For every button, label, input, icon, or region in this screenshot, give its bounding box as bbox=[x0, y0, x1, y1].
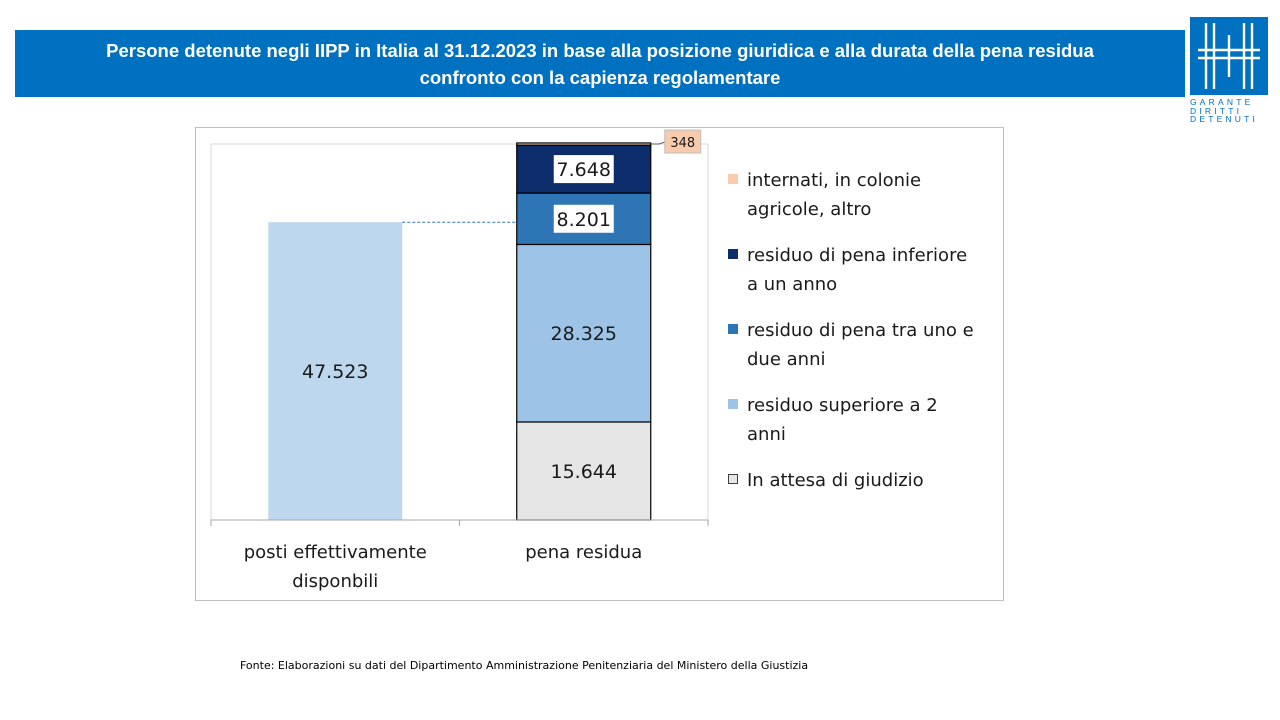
callout-box bbox=[664, 129, 702, 154]
legend-label-line: residuo di pena tra uno e bbox=[747, 320, 974, 341]
data-label-box bbox=[553, 204, 614, 233]
bar-segment bbox=[516, 421, 652, 521]
bar-segment bbox=[516, 142, 652, 146]
legend-label-line: residuo superiore a 2 bbox=[747, 395, 938, 416]
logo-text-line-3: DETENUTI bbox=[1190, 114, 1259, 124]
legend-label: residuo superiore a 2 anni bbox=[747, 391, 997, 449]
legend-label: residuo di pena inferiore a un anno bbox=[747, 241, 997, 299]
logo-bars-icon bbox=[1198, 23, 1260, 89]
legend-label-line: agricole, altro bbox=[747, 199, 872, 220]
logo-text-line-1: GARANTE bbox=[1190, 97, 1254, 107]
data-label: 7.648 bbox=[557, 159, 611, 181]
legend-label-line: residuo di pena inferiore bbox=[747, 245, 968, 266]
callout-leader bbox=[650, 141, 665, 145]
legend-swatch bbox=[728, 474, 738, 484]
legend-label-line: anni bbox=[747, 424, 786, 445]
logo-text-line-2: DIRITTI bbox=[1190, 105, 1243, 116]
x-tick-label: posti effettivamente bbox=[244, 542, 427, 563]
legend-label: In attesa di giudizio bbox=[747, 466, 997, 495]
capacity-bar bbox=[268, 222, 403, 520]
legend-swatch bbox=[728, 324, 738, 334]
capacity-value-label: 47.523 bbox=[302, 361, 368, 383]
title-bar: Persone detenute negli IIPP in Italia al… bbox=[15, 30, 1185, 97]
callout-label: 348 bbox=[670, 136, 695, 151]
logo-text: GARANTE DIRITTI DETENUTI bbox=[1190, 98, 1268, 124]
data-label: 8.201 bbox=[557, 209, 611, 231]
logo-emblem bbox=[1190, 17, 1268, 95]
chart-plot: 47.523 15.644 28.325 8.201 7.648 348 posti eff… bbox=[210, 129, 709, 592]
legend-swatch bbox=[728, 174, 738, 184]
title-line-2: confronto con la capienza regolamentare bbox=[419, 66, 781, 88]
legend-label: internati, in colonie agricole, altro bbox=[747, 166, 997, 224]
title-line-1: Persone detenute negli IIPP in Italia al… bbox=[106, 39, 1094, 61]
legend-swatch bbox=[728, 399, 738, 409]
legend-label-line: In attesa di giudizio bbox=[747, 470, 924, 491]
x-tick-label: pena residua bbox=[525, 542, 642, 563]
x-tick-label: disponbili bbox=[292, 571, 378, 592]
legend-label-line: a un anno bbox=[747, 274, 838, 295]
legend-label: residuo di pena tra uno e due anni bbox=[747, 316, 997, 374]
data-label: 15.644 bbox=[551, 461, 617, 483]
garante-logo: GARANTE DIRITTI DETENUTI bbox=[1190, 17, 1268, 127]
data-label-box bbox=[553, 155, 614, 184]
data-label: 28.325 bbox=[551, 323, 617, 345]
legend-swatch bbox=[728, 249, 738, 259]
bar-segment bbox=[516, 243, 652, 423]
legend-label-line: due anni bbox=[747, 349, 826, 370]
source-note: Fonte: Elaborazioni su dati del Dipartim… bbox=[240, 659, 809, 672]
legend-label-line: internati, in colonie bbox=[747, 170, 922, 191]
